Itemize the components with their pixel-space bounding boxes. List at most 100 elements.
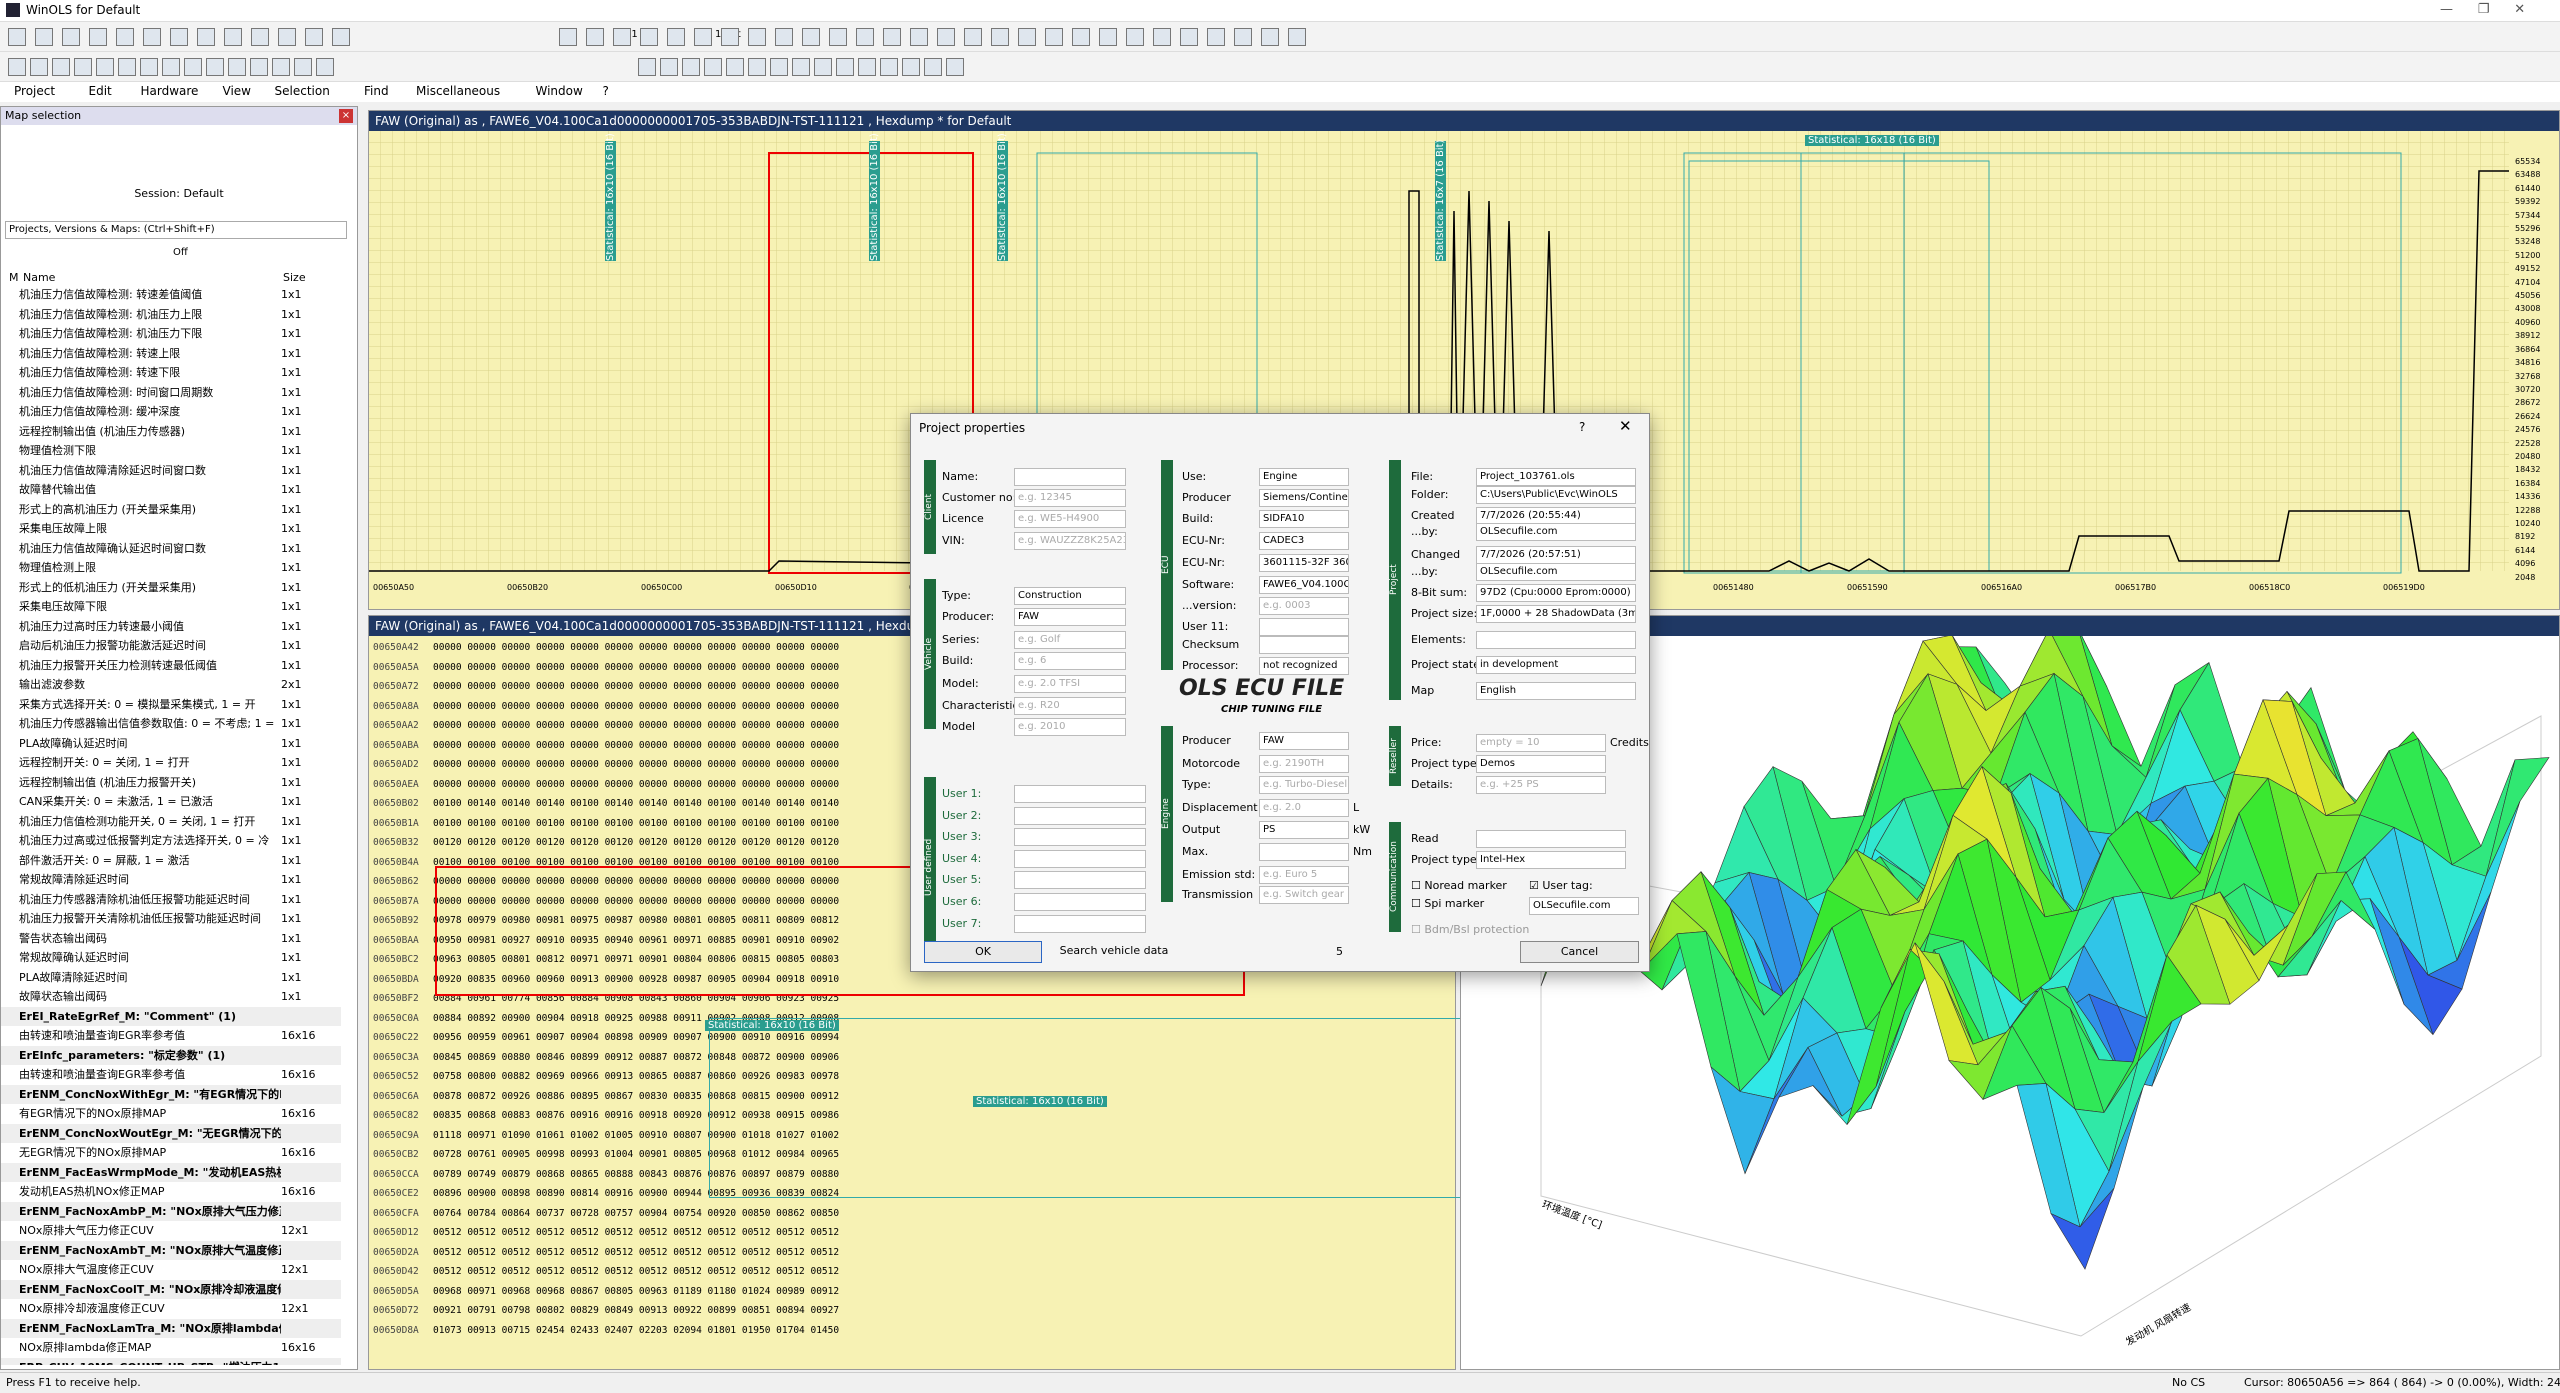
field-input[interactable]: in development — [1476, 656, 1636, 674]
field-input[interactable]: e.g. R20 — [1014, 697, 1126, 715]
map-group[interactable]: ErENM_FacNoxLamTra_M: "NOx原排lambda修正MAP"… — [1, 1318, 341, 1338]
map-group[interactable]: ErENM_ConcNoxWoutEgr_M: "无EGR情况下的NOx原排" — [1, 1123, 341, 1143]
map-item[interactable]: 故障状态输出阈码 1x1 — [1, 987, 341, 1007]
field-input[interactable]: e.g. Golf — [1014, 631, 1126, 649]
toolbar-button[interactable] — [1045, 28, 1063, 46]
toolbar-button[interactable] — [272, 58, 290, 76]
field-input[interactable]: e.g. Turbo-Diesel — [1259, 776, 1349, 794]
field-input[interactable]: e.g. WE5-H4900 — [1014, 510, 1126, 528]
toolbar-button[interactable] — [775, 28, 793, 46]
toolbar-button[interactable] — [35, 28, 53, 46]
field-input[interactable] — [1476, 631, 1636, 649]
field-input[interactable]: e.g. 0003 — [1259, 597, 1349, 615]
toolbar-button[interactable] — [667, 28, 685, 46]
map-item[interactable]: 机油压力信值故障检测: 转速差值阈值 1x1 — [1, 285, 341, 305]
toolbar-button[interactable] — [1180, 28, 1198, 46]
map-item[interactable]: 远程控制输出值 (机油压力传感器) 1x1 — [1, 422, 341, 442]
toolbar-button[interactable] — [1072, 28, 1090, 46]
toolbar-button[interactable] — [883, 28, 901, 46]
close[interactable]: ✕ — [1619, 417, 1632, 435]
toolbar-button[interactable] — [814, 58, 832, 76]
field-input[interactable] — [1014, 468, 1126, 486]
field-input[interactable]: not recognized — [1259, 657, 1349, 675]
toolbar-button[interactable] — [228, 58, 246, 76]
field-input[interactable]: C:\Users\Public\Evc\WinOLS — [1476, 486, 1636, 504]
toolbar-button[interactable] — [660, 58, 678, 76]
toolbar-button[interactable] — [305, 28, 323, 46]
map-item[interactable]: 机油压力过高或过低报警判定方法选择开关, 0 = 冷 1x1 — [1, 831, 341, 851]
toolbar-button[interactable] — [8, 28, 26, 46]
toolbar-button[interactable] — [726, 58, 744, 76]
filter[interactable]: Off — [173, 247, 188, 258]
field-input[interactable]: OLSecufile.com — [1529, 897, 1639, 915]
checkbox[interactable]: ☐ Spi marker — [1411, 897, 1485, 910]
toolbar-button[interactable] — [8, 58, 26, 76]
map-item[interactable]: 形式上的高机油压力 (开关量采集用) 1x1 — [1, 500, 341, 520]
toolbar-button[interactable] — [74, 58, 92, 76]
toolbar-button[interactable] — [829, 28, 847, 46]
field-input[interactable] — [1014, 893, 1146, 911]
field-input[interactable] — [1259, 636, 1349, 654]
map-group[interactable]: ErENM_FacNoxAmbP_M: "NOx原排大气压力修正CUV" (1) — [1, 1201, 341, 1221]
field-input[interactable]: CADEC3 — [1259, 532, 1349, 550]
field-input[interactable]: 7/7/2026 (20:55:44) — [1476, 507, 1636, 525]
field-input[interactable]: 3601115-32F 360 — [1259, 554, 1349, 572]
map-item[interactable]: 启动后机油压力报警功能激活延迟时间 1x1 — [1, 636, 341, 656]
toolbar-button[interactable] — [250, 58, 268, 76]
map-item[interactable]: 有EGR情况下的NOx原排MAP 16x16 — [1, 1104, 341, 1124]
toolbar-button[interactable] — [880, 58, 898, 76]
map-item[interactable]: 采集方式选择开关: 0 = 模拟量采集模式, 1 = 开 1x1 — [1, 695, 341, 715]
map-item[interactable]: NOx原排lambda修正MAP 16x16 — [1, 1338, 341, 1358]
map-item[interactable]: 机油压力信值故障检测: 转速上限 1x1 — [1, 344, 341, 364]
toolbar-button[interactable] — [946, 58, 964, 76]
checkbox[interactable]: ☐ Bdm/Bsl protection — [1411, 923, 1530, 936]
ok-button[interactable]: OK — [924, 941, 1042, 963]
map-item[interactable]: 部件激活开关: 0 = 屏蔽, 1 = 激活 1x1 — [1, 851, 341, 871]
map-group[interactable]: ErENM_FacNoxCoolT_M: "NOx原排冷却液温度修正CUV" — [1, 1279, 341, 1299]
map-item[interactable]: NOx原排冷却液温度修正CUV 12x1 — [1, 1299, 341, 1319]
toolbar-button[interactable] — [1234, 28, 1252, 46]
menu-item[interactable]: View — [222, 84, 251, 98]
map-item[interactable]: 常规故障清除延迟时间 1x1 — [1, 870, 341, 890]
toolbar-button[interactable] — [162, 58, 180, 76]
toolbar-button[interactable] — [858, 58, 876, 76]
map-item[interactable]: 输出滤波参数 2x1 — [1, 675, 341, 695]
map-group[interactable]: ErEInfc_parameters: "标定参数" (1) — [1, 1045, 341, 1065]
field-input[interactable]: e.g. 2190TH — [1259, 755, 1349, 773]
map-item[interactable]: 机油压力传感器输出信值参数取值: 0 = 不考虑; 1 = 1x1 — [1, 714, 341, 734]
help[interactable]: ? — [1579, 420, 1586, 434]
field-input[interactable]: Demos — [1476, 755, 1606, 773]
field-input[interactable] — [1014, 871, 1146, 890]
field-input[interactable] — [1014, 914, 1146, 933]
toolbar-button[interactable] — [910, 28, 928, 46]
map-item[interactable]: CAN采集开关: 0 = 未激活, 1 = 已激活 1x1 — [1, 792, 341, 812]
field-input[interactable] — [1476, 830, 1626, 848]
map-item[interactable]: PLA故障确认延迟时间 1x1 — [1, 734, 341, 754]
map-item[interactable]: 由转速和喷油量查询EGR率参考值 16x16 — [1, 1065, 341, 1085]
field-input[interactable]: e.g. 2.0 TFSI — [1014, 675, 1126, 693]
toolbar-button[interactable] — [792, 58, 810, 76]
toolbar-button[interactable] — [682, 58, 700, 76]
toolbar-button[interactable] — [559, 28, 577, 46]
map-group[interactable]: ErENM_ConcNoxWithEgr_M: "有EGR情况下的NOx原排" — [1, 1084, 341, 1104]
toolbar-button[interactable] — [62, 28, 80, 46]
toolbar-button[interactable] — [704, 58, 722, 76]
map-item[interactable]: 由转速和喷油量查询EGR率参考值 16x16 — [1, 1026, 341, 1046]
map-item[interactable]: NOx原排大气压力修正CUV 12x1 — [1, 1221, 341, 1241]
map-item[interactable]: 机油压力信值故障检测: 机油压力下限 1x1 — [1, 324, 341, 344]
map-item[interactable]: NOx原排大气温度修正CUV 12x1 — [1, 1260, 341, 1280]
toolbar-button[interactable] — [143, 28, 161, 46]
map-item[interactable]: 远程控制开关: 0 = 关闭, 1 = 打开 1x1 — [1, 753, 341, 773]
field-input[interactable]: FAW — [1014, 608, 1126, 626]
toolbar-button[interactable] — [721, 28, 739, 46]
map-item[interactable]: 无EGR情况下的NOx原排MAP 16x16 — [1, 1143, 341, 1163]
menu-item[interactable]: Miscellaneous — [416, 84, 501, 98]
field-input[interactable]: e.g. Switch gear — [1259, 886, 1349, 904]
toolbar-button[interactable] — [748, 58, 766, 76]
toolbar-button[interactable] — [770, 58, 788, 76]
map-item[interactable]: 故障替代输出值 1x1 — [1, 480, 341, 500]
toolbar-button[interactable] — [316, 58, 334, 76]
toolbar-button[interactable] — [184, 58, 202, 76]
toolbar-button[interactable] — [96, 58, 114, 76]
map-item[interactable]: 机油压力信值故障检测: 机油压力上限 1x1 — [1, 305, 341, 325]
